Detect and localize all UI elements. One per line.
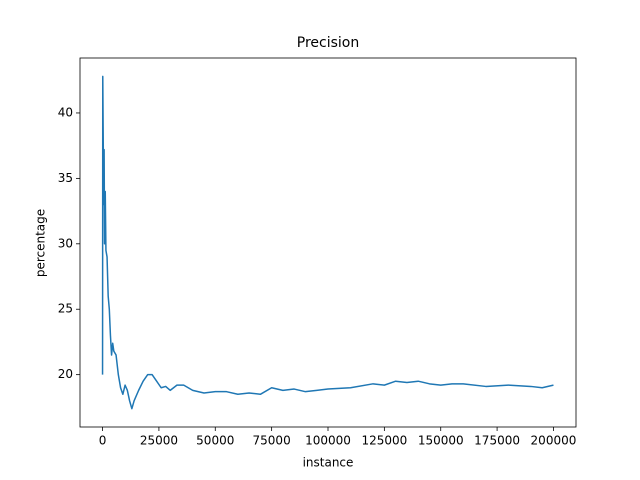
x-tick-label: 50000: [196, 434, 234, 448]
y-axis-label: percentage: [34, 209, 48, 277]
x-tick-label: 25000: [140, 434, 178, 448]
chart-title: Precision: [297, 35, 359, 51]
x-tick-label: 175000: [474, 434, 520, 448]
x-tick-label: 150000: [418, 434, 464, 448]
y-tick-label: 25: [58, 302, 73, 316]
x-tick-label: 200000: [531, 434, 577, 448]
y-tick-label: 35: [58, 171, 73, 185]
x-tick-label: 125000: [361, 434, 407, 448]
x-tick-label: 0: [99, 434, 107, 448]
x-tick-label: 100000: [305, 434, 351, 448]
x-tick-label: 75000: [253, 434, 291, 448]
y-tick-label: 30: [58, 236, 73, 250]
y-tick-label: 40: [58, 105, 73, 119]
plot-frame: [79, 57, 577, 428]
x-axis-label: instance: [303, 456, 354, 470]
y-tick-label: 20: [58, 367, 73, 381]
data-line: [101, 75, 554, 410]
